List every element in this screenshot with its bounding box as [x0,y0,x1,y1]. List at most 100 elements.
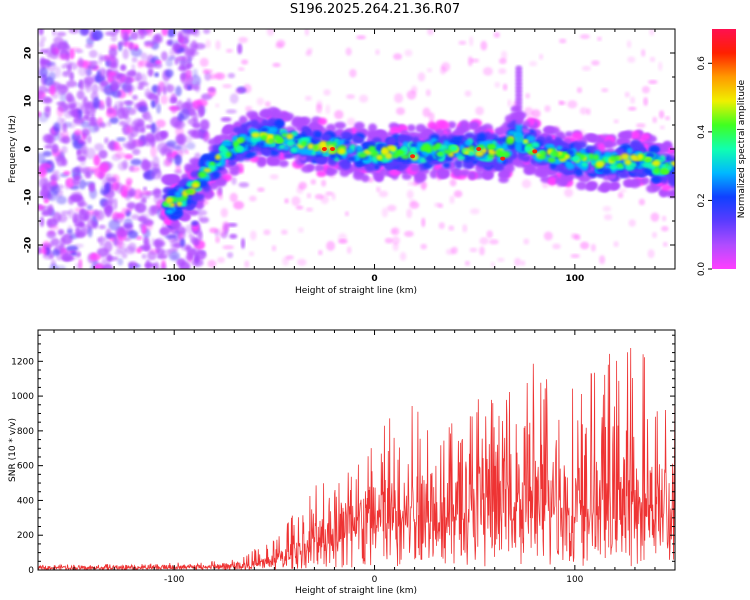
noise-blob [106,142,116,149]
noise-blob [142,186,148,192]
ridge-blob [326,166,335,176]
ridge-blob [544,125,555,135]
noise-blob [263,229,271,236]
noise-blob [248,251,255,257]
noise-blob [50,173,60,182]
noise-blob [114,151,126,159]
noise-blob [395,107,406,115]
ridge-blob [214,135,223,143]
noise-blob [43,97,53,104]
noise-blob [88,49,98,58]
noise-blob [118,121,130,126]
noise-blob [130,121,140,132]
noise-blob [142,190,151,195]
ridge-blob [373,164,381,171]
noise-blob [138,35,145,40]
hotspot-blob [410,154,416,159]
noise-blob [502,83,508,91]
noise-blob [406,189,414,199]
ridge-blob [482,171,494,180]
spectrogram-x-axis-label: Height of straight line (km) [295,286,417,296]
ridge-blob [447,121,457,129]
noise-blob [409,201,420,209]
noise-blob [174,120,184,130]
noise-blob [576,87,583,94]
noise-blob [160,249,172,257]
noise-blob [93,154,101,167]
noise-blob [39,67,49,78]
noise-blob [132,94,138,101]
spectrogram-y-tick-label: 0 [24,146,34,152]
colorbar-gradient [712,29,736,269]
noise-blob [77,201,88,208]
noise-blob [167,29,176,38]
noise-blob [47,204,54,216]
noise-blob [38,85,48,94]
noise-blob [391,236,401,245]
noise-blob [125,84,136,92]
noise-blob [38,29,44,36]
noise-blob [178,32,183,43]
noise-blob [121,207,130,215]
noise-blob [316,100,323,109]
ridge-blob [214,154,221,160]
noise-blob [590,243,597,252]
noise-blob [81,120,90,129]
noise-blob [185,224,194,234]
ridge-blob [340,131,352,140]
colorbar-tick-label: 0.0 [697,262,707,277]
noise-blob [126,202,136,210]
noise-blob [480,40,488,51]
noise-blob [145,62,156,69]
ridge-blob [281,133,288,138]
ridge-blob [313,144,319,151]
noise-blob [71,47,82,52]
ridge-blob [468,145,475,151]
noise-blob [150,145,157,158]
noise-blob [619,188,627,193]
noise-blob [603,214,613,221]
ridge-blob [436,151,444,157]
noise-blob [74,129,83,137]
ridge-blob [556,145,563,151]
noise-blob [114,100,124,108]
ridge-blob [578,153,586,160]
ridge-blob [250,119,259,129]
noise-blob [470,208,480,215]
noise-blob [222,84,232,89]
noise-blob [102,263,113,269]
noise-blob [214,72,223,80]
noise-blob [48,242,54,248]
ridge-blob [400,145,408,152]
ridge-blob [164,177,176,186]
noise-blob [240,238,246,249]
ridge-blob [438,120,450,130]
noise-blob [134,202,147,214]
noise-blob [469,36,474,47]
noise-blob [205,39,211,49]
noise-blob [148,115,153,124]
noise-blob [167,56,177,61]
ridge-blob [526,135,536,143]
noise-blob [636,123,646,128]
noise-blob [175,164,182,173]
ridge-blob [338,148,346,155]
ridge-blob [300,140,308,147]
noise-blob [105,205,116,212]
ridge-blob [386,145,395,151]
noise-blob [53,122,61,133]
ridge-blob [310,121,320,131]
noise-blob [67,62,79,70]
noise-blob [150,237,156,247]
ridge-blob [258,141,266,148]
noise-blob [538,53,544,60]
ridge-blob [315,156,326,164]
noise-blob [601,88,609,93]
noise-blob [145,222,153,231]
noise-blob [104,137,109,144]
ridge-blob [640,177,650,185]
noise-blob [559,101,566,105]
noise-blob [344,211,349,217]
noise-blob [85,43,94,49]
